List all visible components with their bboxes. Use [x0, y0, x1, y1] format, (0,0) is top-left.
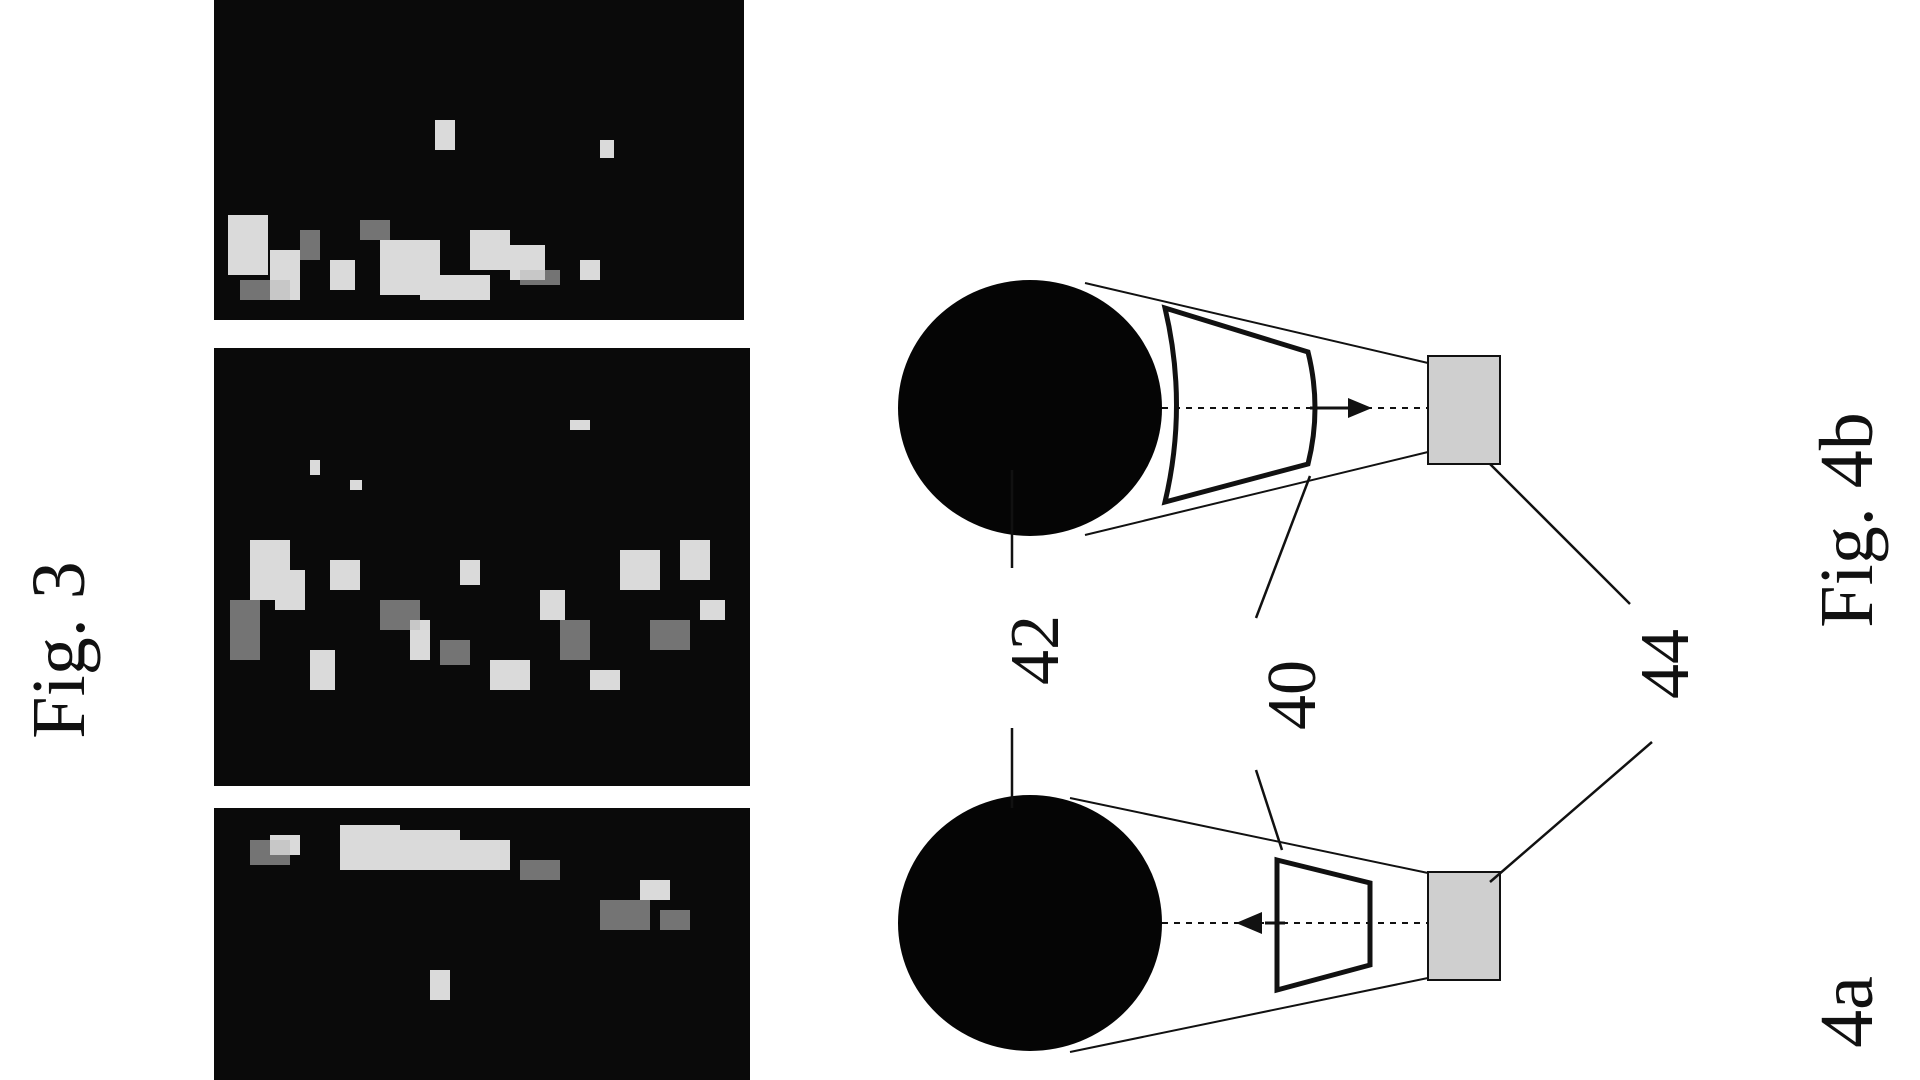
arrow-up-icon — [1236, 912, 1285, 934]
fig-3: Fig. 3 — [17, 0, 750, 1080]
image-panel-bottom — [214, 808, 750, 1080]
ref-numeral-42: 42 — [997, 615, 1074, 685]
image-panel-middle — [214, 348, 750, 786]
fig4b-caption: Fig. 4b — [1805, 412, 1889, 627]
frame-40-4b — [1161, 304, 1318, 506]
ref-numeral-44: 44 — [1627, 629, 1704, 699]
leader-lines — [1010, 463, 1653, 883]
image-panel-top — [214, 0, 744, 320]
source-block-4a — [1427, 871, 1501, 981]
fig-4a-diagram — [898, 795, 1501, 1053]
fig4a-caption: 4a — [1805, 976, 1889, 1048]
source-block-4b — [1427, 355, 1501, 465]
ref-numeral-40: 40 — [1254, 660, 1331, 730]
arrow-down-icon — [1310, 398, 1372, 418]
fig-4: 42 40 44 Fig. 4b 4a — [898, 280, 1889, 1053]
target-disc-4b — [898, 280, 1162, 536]
frame-40-4a — [1274, 856, 1373, 994]
fig3-caption: Fig. 3 — [17, 561, 101, 738]
fig-4b-diagram — [898, 280, 1501, 536]
target-disc-4a — [898, 795, 1162, 1051]
